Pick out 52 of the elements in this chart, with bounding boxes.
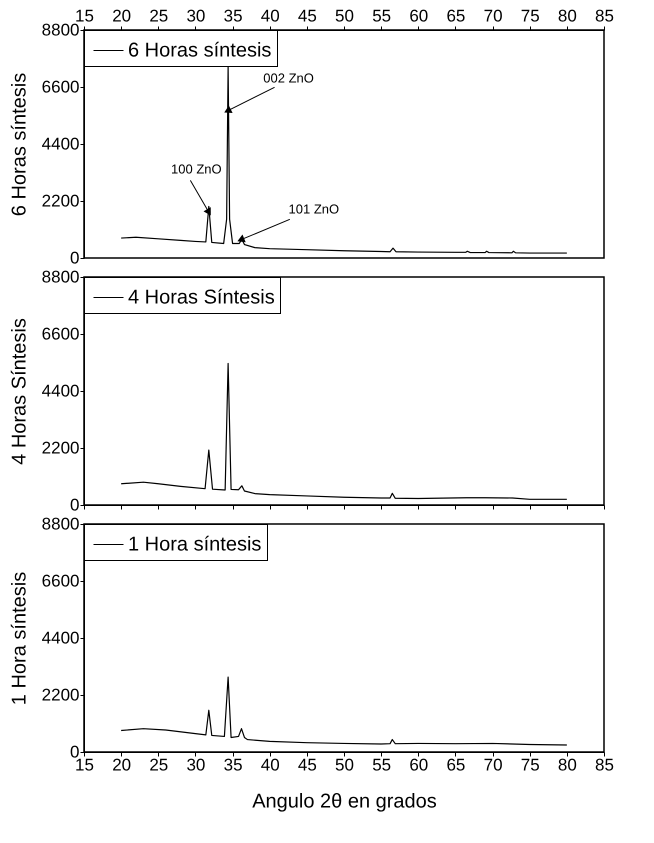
x-tick-label: 20 bbox=[112, 6, 132, 26]
x-tick-label: 70 bbox=[484, 756, 503, 774]
y-tick-label: 0 bbox=[70, 248, 80, 268]
x-tick-label: 60 bbox=[409, 756, 428, 774]
x-tick-label: 45 bbox=[298, 6, 317, 26]
x-tick-label: 25 bbox=[149, 6, 168, 26]
x-tick-label: 80 bbox=[558, 6, 577, 26]
y-tick-label: 4400 bbox=[42, 382, 80, 400]
x-tick-label: 30 bbox=[186, 756, 206, 774]
x-tick-label: 75 bbox=[520, 756, 540, 774]
x-tick-label: 85 bbox=[595, 756, 614, 774]
x-tick-label: 35 bbox=[224, 756, 243, 774]
x-tick-label: 75 bbox=[520, 6, 540, 26]
x-tick-label: 70 bbox=[484, 6, 503, 26]
x-tick-label: 40 bbox=[260, 6, 280, 26]
y-tick-label: 2200 bbox=[42, 686, 80, 704]
x-axis-title: Angulo 2θ en grados bbox=[252, 790, 437, 812]
y-tick-label: 8800 bbox=[42, 268, 80, 286]
y-tick-label: 6600 bbox=[42, 324, 80, 344]
x-tick-label: 40 bbox=[260, 756, 280, 774]
x-tick-label: 25 bbox=[149, 756, 168, 774]
y-tick-label: 2200 bbox=[42, 192, 80, 210]
y-tick-label: 0 bbox=[70, 496, 80, 514]
x-tick-label: 65 bbox=[446, 6, 466, 26]
y-axis-title: 1 Hora síntesis bbox=[8, 572, 31, 706]
y-tick-label: 6600 bbox=[42, 572, 80, 590]
legend-label: 4 Horas Síntesis bbox=[128, 286, 275, 308]
y-tick-label: 4400 bbox=[42, 628, 80, 648]
annotation: 002 ZnO bbox=[263, 70, 314, 86]
x-tick-label: 45 bbox=[298, 756, 317, 774]
y-tick-label: 4400 bbox=[42, 134, 80, 154]
y-tick-label: 8800 bbox=[42, 514, 80, 534]
annotation: 101 ZnO bbox=[288, 201, 340, 216]
x-tick-label: 35 bbox=[224, 6, 243, 26]
y-axis-title: 6 Horas síntesis bbox=[8, 72, 31, 216]
y-tick-label: 2200 bbox=[42, 438, 80, 458]
x-tick-label: 20 bbox=[112, 756, 132, 774]
y-axis-title: 4 Horas Síntesis bbox=[8, 318, 31, 465]
legend-label: 1 Hora síntesis bbox=[128, 534, 262, 556]
x-tick-label: 50 bbox=[335, 6, 354, 26]
x-tick-label: 60 bbox=[409, 6, 428, 26]
y-tick-label: 6600 bbox=[42, 78, 80, 96]
x-tick-label: 30 bbox=[186, 6, 206, 26]
x-tick-label: 50 bbox=[335, 756, 354, 774]
y-tick-label: 8800 bbox=[42, 20, 80, 40]
x-tick-label: 55 bbox=[372, 6, 392, 26]
x-tick-label: 80 bbox=[558, 756, 577, 774]
x-tick-label: 85 bbox=[595, 6, 614, 26]
legend-label: 6 Horas síntesis bbox=[128, 40, 272, 62]
x-tick-label: 65 bbox=[446, 756, 466, 774]
annotation: 100 ZnO bbox=[171, 161, 222, 176]
x-tick-label: 55 bbox=[372, 756, 392, 774]
